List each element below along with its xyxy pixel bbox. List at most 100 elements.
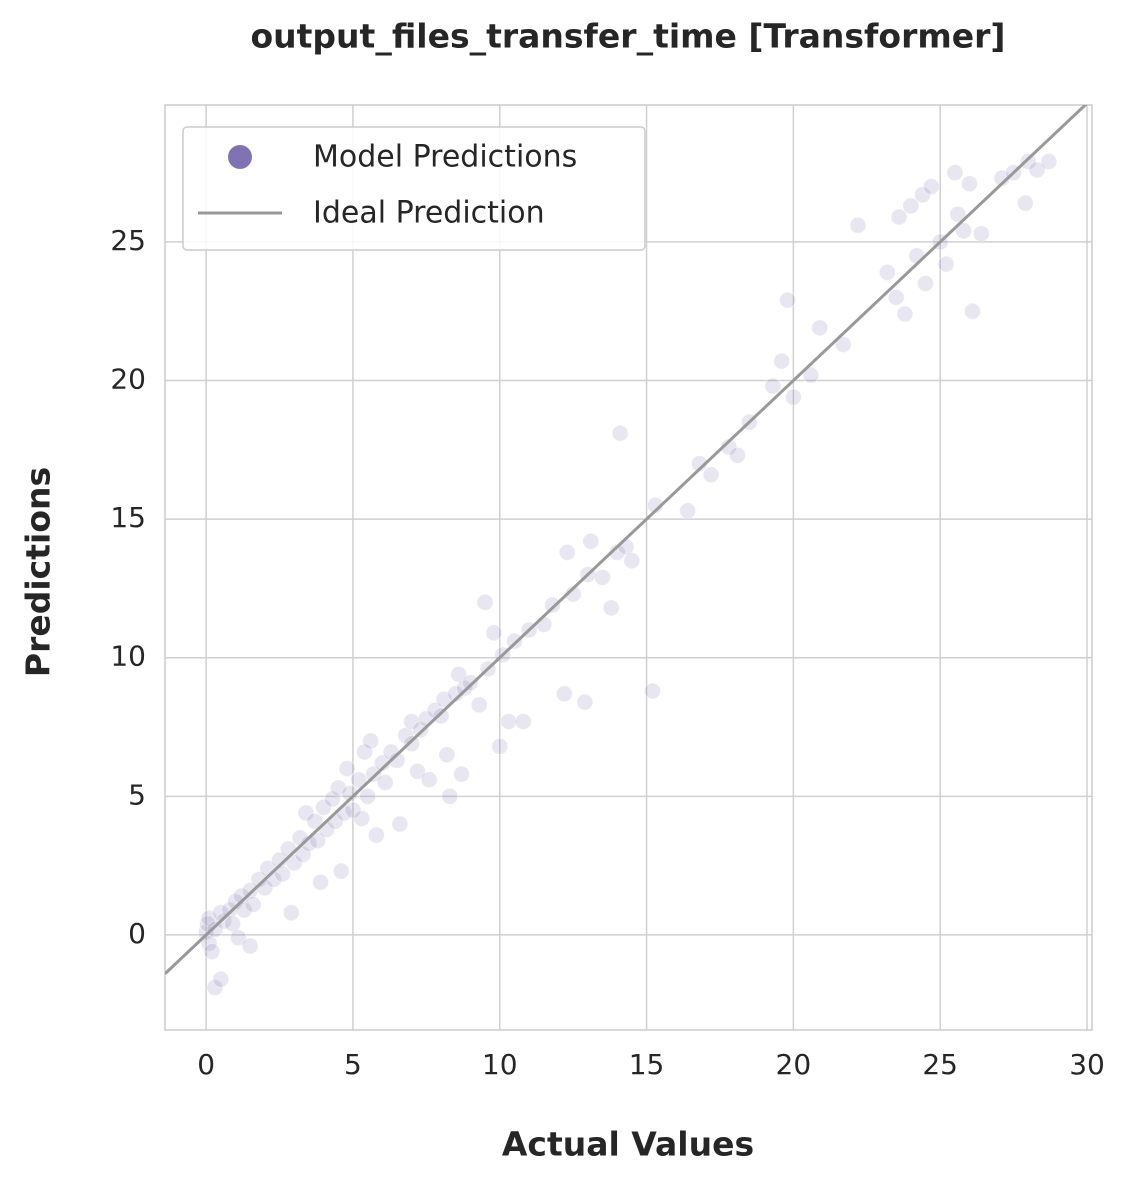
- x-axis-label: Actual Values: [502, 1125, 754, 1164]
- legend-label: Ideal Prediction: [313, 196, 545, 231]
- point: [491, 737, 509, 755]
- point: [362, 732, 380, 750]
- point: [376, 773, 394, 791]
- point: [441, 787, 459, 805]
- point: [955, 222, 973, 240]
- point: [917, 275, 935, 293]
- y-tick-label: 0: [128, 917, 146, 950]
- legend-label: Model Predictions: [313, 140, 577, 175]
- point: [505, 632, 523, 650]
- point: [485, 624, 503, 642]
- point: [309, 832, 327, 850]
- point: [1019, 153, 1037, 171]
- chart-title: output_files_transfer_time [Transformer]: [250, 17, 1005, 56]
- point: [544, 596, 562, 614]
- point: [435, 690, 453, 708]
- point: [834, 335, 852, 353]
- point: [306, 812, 324, 830]
- point: [802, 366, 820, 384]
- point: [224, 915, 242, 933]
- point: [972, 225, 990, 243]
- point: [229, 929, 247, 947]
- point: [611, 424, 629, 442]
- point: [409, 762, 427, 780]
- point: [887, 288, 905, 306]
- point: [937, 255, 955, 273]
- point: [285, 854, 303, 872]
- point: [203, 943, 221, 961]
- point: [1016, 194, 1034, 212]
- legend-marker: [228, 145, 252, 169]
- x-tick-label: 5: [344, 1048, 362, 1081]
- point: [922, 177, 940, 195]
- point: [784, 388, 802, 406]
- point: [221, 901, 239, 919]
- point: [623, 552, 641, 570]
- point: [849, 216, 867, 234]
- point: [961, 175, 979, 193]
- point: [643, 682, 661, 700]
- point: [450, 665, 468, 683]
- point: [476, 593, 494, 611]
- point: [197, 923, 215, 941]
- point: [576, 693, 594, 711]
- x-tick-label: 25: [922, 1048, 958, 1081]
- y-axis-label: Predictions: [19, 467, 58, 677]
- point: [244, 895, 262, 913]
- point: [779, 291, 797, 309]
- point: [350, 771, 368, 789]
- point: [359, 787, 377, 805]
- point: [294, 846, 312, 864]
- point: [364, 765, 382, 783]
- point: [773, 352, 791, 370]
- point: [344, 801, 362, 819]
- point: [241, 937, 259, 955]
- point: [356, 743, 374, 761]
- point: [332, 862, 350, 880]
- point: [914, 186, 932, 204]
- point: [200, 934, 218, 952]
- point: [353, 810, 371, 828]
- point: [215, 912, 233, 930]
- point: [679, 502, 697, 520]
- point: [558, 543, 576, 561]
- point: [535, 615, 553, 633]
- point: [438, 746, 456, 764]
- x-tick-label: 30: [1069, 1048, 1105, 1081]
- point: [946, 164, 964, 182]
- point: [315, 798, 333, 816]
- y-tick-label: 5: [128, 778, 146, 811]
- plot-frame: [164, 104, 1093, 1031]
- point: [206, 979, 224, 997]
- point: [323, 790, 341, 808]
- point: [764, 377, 782, 395]
- point: [411, 721, 429, 739]
- y-tick-label: 10: [110, 640, 146, 673]
- point: [329, 779, 347, 797]
- point: [1040, 153, 1058, 171]
- x-tick-label: 0: [197, 1048, 215, 1081]
- point: [594, 568, 612, 586]
- point: [602, 599, 620, 617]
- point: [241, 882, 259, 900]
- point: [582, 532, 600, 550]
- point: [312, 873, 330, 891]
- point: [397, 726, 415, 744]
- point: [432, 707, 450, 725]
- legend-box: [182, 126, 646, 251]
- ideal-line: [165, 105, 1088, 975]
- point: [403, 712, 421, 730]
- x-tick-label: 20: [776, 1048, 812, 1081]
- point: [456, 679, 474, 697]
- point: [200, 909, 218, 927]
- point: [902, 197, 920, 215]
- y-tick-label: 20: [110, 363, 146, 396]
- point: [949, 205, 967, 223]
- point: [461, 674, 479, 692]
- point: [878, 263, 896, 281]
- point: [297, 804, 315, 822]
- point: [1028, 161, 1046, 179]
- point: [890, 208, 908, 226]
- point: [212, 970, 230, 988]
